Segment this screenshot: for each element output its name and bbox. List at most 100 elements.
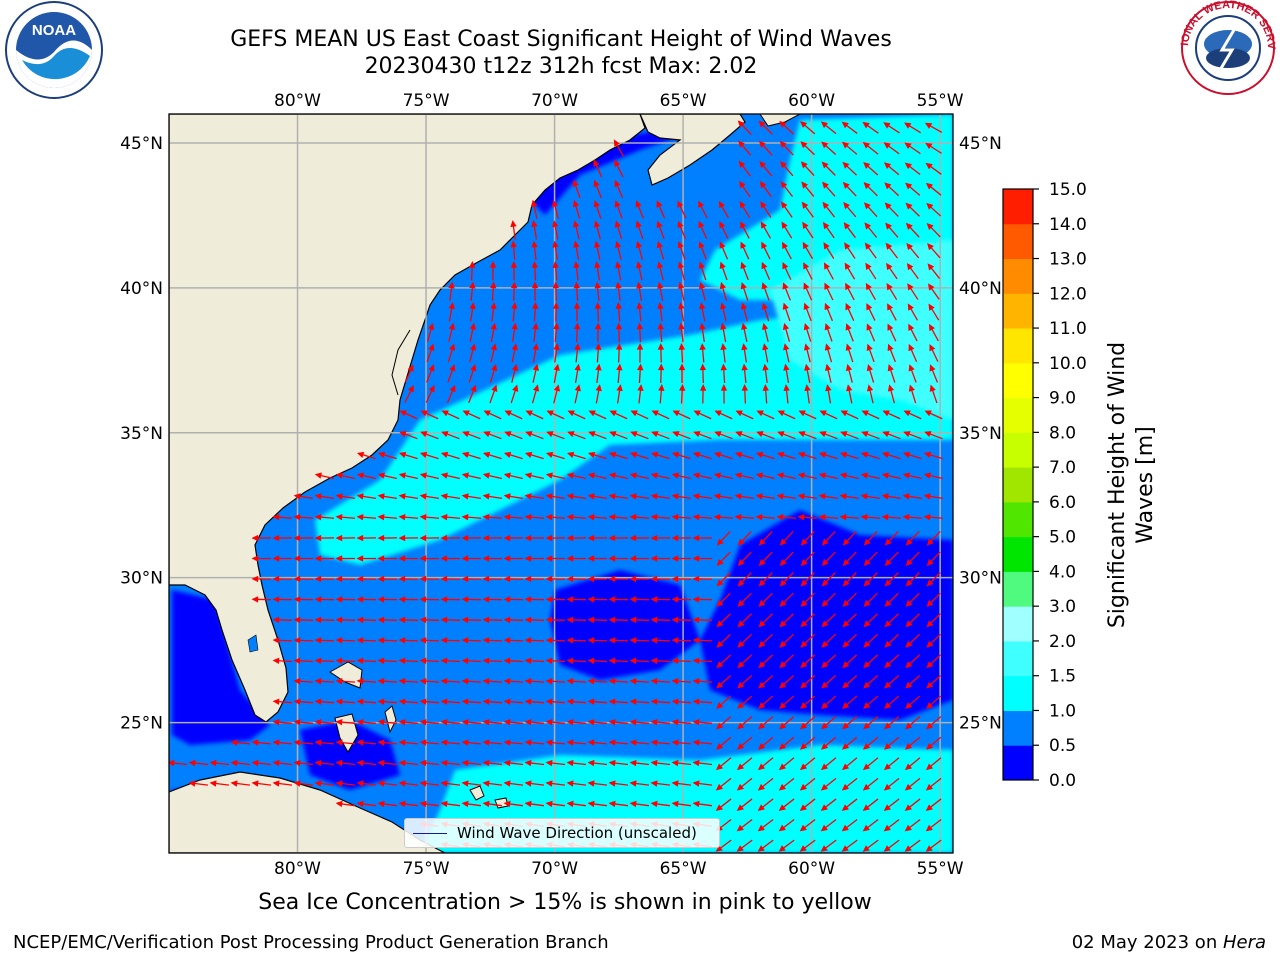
wind-wave-arrow-935 bbox=[883, 819, 900, 832]
wind-wave-arrow-795 bbox=[608, 739, 629, 746]
wind-wave-arrow-610 bbox=[779, 613, 794, 628]
wind-wave-arrow-583 bbox=[884, 592, 899, 607]
wind-wave-arrow-832 bbox=[608, 759, 629, 767]
wind-wave-arrow-708 bbox=[842, 674, 858, 689]
wind-wave-arrow-530 bbox=[461, 575, 482, 583]
wind-wave-arrow-854 bbox=[314, 780, 335, 787]
colorbar-segment-13 bbox=[1003, 293, 1033, 329]
wind-wave-arrow-631 bbox=[545, 637, 566, 644]
colorbar-tick-4: 2.0 bbox=[1049, 632, 1076, 652]
wind-wave-arrow-564 bbox=[482, 596, 503, 603]
wind-wave-arrow-180 bbox=[448, 322, 456, 342]
wind-wave-arrow-150 bbox=[845, 282, 855, 301]
wind-wave-arrow-520 bbox=[251, 575, 272, 583]
wind-wave-arrow-407 bbox=[629, 493, 649, 500]
wind-wave-arrow-737 bbox=[779, 695, 795, 709]
wind-wave-arrow-479 bbox=[779, 531, 794, 546]
wind-wave-arrow-176 bbox=[887, 303, 897, 321]
wind-wave-arrow-527 bbox=[398, 575, 419, 583]
wind-wave-arrow-679 bbox=[884, 654, 900, 669]
wind-wave-arrow-481 bbox=[821, 531, 836, 546]
wind-wave-arrow-378 bbox=[671, 472, 691, 480]
wind-wave-arrow-929 bbox=[757, 819, 774, 832]
wind-wave-arrow-717 bbox=[356, 698, 377, 705]
wind-wave-arrow-384 bbox=[797, 472, 817, 480]
wind-wave-arrow-957 bbox=[841, 839, 858, 852]
wind-wave-arrow-84 bbox=[885, 222, 899, 238]
wind-wave-arrow-844 bbox=[862, 757, 879, 771]
wind-wave-arrow-339 bbox=[482, 451, 502, 460]
wind-wave-arrow-756 bbox=[503, 718, 524, 726]
wind-wave-arrow-360 bbox=[923, 451, 943, 460]
wind-wave-arrow-443 bbox=[713, 513, 734, 521]
wind-wave-arrow-142 bbox=[678, 281, 685, 301]
wind-wave-arrow-728 bbox=[587, 698, 608, 705]
wind-wave-arrow-421 bbox=[923, 493, 943, 500]
wind-wave-arrow-94 bbox=[656, 240, 665, 260]
wind-wave-arrow-636 bbox=[650, 637, 671, 644]
wind-wave-arrow-226 bbox=[887, 343, 896, 363]
wind-wave-arrow-90 bbox=[573, 240, 580, 260]
wind-wave-arrow-503 bbox=[587, 555, 608, 562]
wind-wave-arrow-531 bbox=[482, 575, 503, 583]
wind-wave-arrow-632 bbox=[566, 637, 587, 644]
wind-wave-arrow-128 bbox=[886, 262, 898, 280]
wind-wave-arrow-635 bbox=[629, 637, 650, 644]
wind-wave-arrow-873 bbox=[715, 777, 732, 791]
wind-wave-arrow-389 bbox=[902, 472, 922, 480]
wind-wave-arrow-164 bbox=[636, 302, 643, 322]
wind-wave-arrow-338 bbox=[461, 451, 481, 460]
wind-wave-arrow-315 bbox=[567, 431, 586, 440]
wind-wave-arrow-40 bbox=[822, 181, 836, 197]
wind-wave-arrow-387 bbox=[860, 472, 880, 480]
wind-wave-arrow-660 bbox=[482, 657, 503, 664]
wind-wave-arrow-906 bbox=[799, 798, 816, 811]
wind-wave-arrow-431 bbox=[461, 513, 482, 521]
wind-wave-arrow-552 bbox=[926, 572, 941, 587]
colorbar-tick-11: 9.0 bbox=[1049, 389, 1076, 409]
wind-wave-arrow-213 bbox=[615, 343, 623, 363]
wind-wave-arrow-85 bbox=[905, 222, 920, 238]
wind-wave-arrow-721 bbox=[440, 698, 461, 705]
wind-wave-arrow-782 bbox=[335, 739, 356, 746]
wind-wave-arrow-494 bbox=[398, 555, 419, 562]
wind-wave-arrow-535 bbox=[566, 575, 587, 583]
wind-wave-arrow-787 bbox=[440, 739, 461, 746]
wind-wave-arrow-511 bbox=[758, 551, 773, 567]
wind-wave-arrow-833 bbox=[629, 759, 650, 767]
wind-wave-arrow-42 bbox=[863, 182, 878, 197]
wind-wave-arrow-880 bbox=[862, 777, 879, 791]
wind-wave-arrow-889 bbox=[440, 800, 461, 808]
wind-wave-arrow-356 bbox=[839, 451, 859, 460]
wind-wave-arrow-489 bbox=[293, 555, 314, 562]
wind-wave-arrow-257 bbox=[446, 384, 456, 404]
wind-wave-arrow-501 bbox=[545, 555, 566, 562]
wind-wave-arrow-340 bbox=[503, 451, 523, 460]
wind-wave-arrow-820 bbox=[356, 759, 377, 767]
wind-wave-arrow-672 bbox=[737, 654, 753, 669]
wind-wave-arrow-456 bbox=[293, 534, 314, 542]
wind-wave-arrow-623 bbox=[377, 637, 398, 644]
wind-wave-arrow-267 bbox=[658, 384, 665, 404]
wind-wave-arrow-864 bbox=[524, 780, 545, 787]
colorbar-segment-8 bbox=[1003, 467, 1033, 503]
wind-wave-arrow-796 bbox=[629, 739, 650, 746]
wind-wave-arrow-595 bbox=[461, 616, 482, 624]
wind-wave-arrow-26 bbox=[800, 161, 815, 177]
wind-wave-arrow-367 bbox=[440, 472, 460, 480]
wind-wave-arrow-693 bbox=[524, 678, 545, 685]
wind-wave-arrow-71 bbox=[614, 220, 623, 240]
wind-wave-arrow-768 bbox=[758, 716, 774, 730]
lat-tick-left-2: 35°N bbox=[120, 424, 163, 444]
wind-wave-arrow-680 bbox=[905, 654, 921, 669]
wind-wave-arrow-92 bbox=[614, 240, 622, 260]
wind-wave-arrow-661 bbox=[503, 657, 524, 664]
wind-wave-arrow-140 bbox=[636, 281, 643, 301]
wind-wave-arrow-427 bbox=[377, 513, 398, 521]
wind-wave-arrow-203 bbox=[928, 323, 939, 342]
wind-wave-arrow-320 bbox=[672, 431, 691, 440]
wind-wave-arrow-586 bbox=[272, 616, 293, 624]
wind-wave-arrow-534 bbox=[545, 575, 566, 583]
wind-wave-arrow-77 bbox=[740, 221, 750, 239]
wind-wave-arrow-266 bbox=[637, 384, 644, 404]
